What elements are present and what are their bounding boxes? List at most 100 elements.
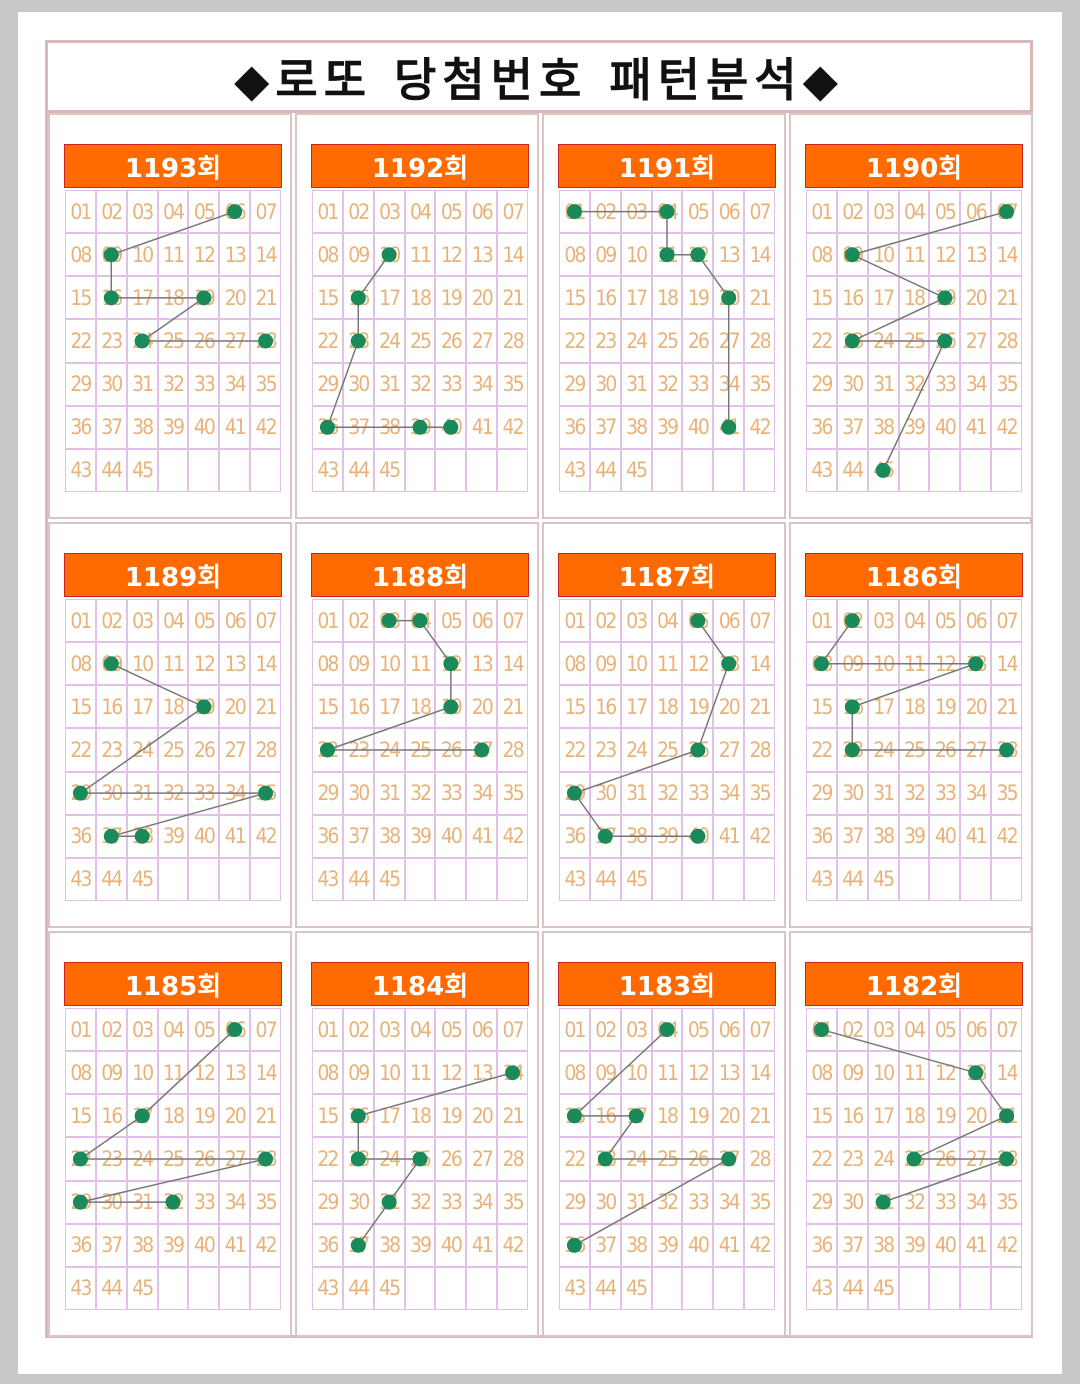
number-cell: 42 xyxy=(497,405,528,449)
winning-number-dot-13 xyxy=(721,656,737,672)
number-cell: 40 xyxy=(188,405,220,449)
number-cell: 14 xyxy=(991,1051,1022,1095)
number-grid: 0102030405060708091011121314151617181920… xyxy=(559,599,775,901)
number-cell: 18 xyxy=(404,1094,436,1138)
number-cell: 17 xyxy=(620,685,652,729)
number-cell: 34 xyxy=(466,771,498,815)
number-cell: 22 xyxy=(559,728,590,772)
number-cell: 33 xyxy=(682,771,714,815)
number-cell xyxy=(219,448,251,492)
number-cell: 12 xyxy=(929,1051,961,1095)
number-cell: 43 xyxy=(312,1266,343,1310)
number-cell: 06 xyxy=(466,190,498,234)
number-cell: 25 xyxy=(651,728,683,772)
number-cell: 12 xyxy=(188,233,220,277)
number-cell xyxy=(250,857,281,901)
winning-number-dot-45 xyxy=(875,462,891,478)
number-cell xyxy=(219,1266,251,1310)
number-cell: 44 xyxy=(95,857,127,901)
number-cell: 08 xyxy=(806,1051,837,1095)
number-cell: 04 xyxy=(157,1008,189,1052)
winning-number-dot-16 xyxy=(350,290,366,306)
number-cell: 40 xyxy=(188,814,220,858)
number-cell: 08 xyxy=(559,233,590,277)
number-cell: 21 xyxy=(991,685,1022,729)
number-cell: 28 xyxy=(744,728,775,772)
winning-number-dot-23 xyxy=(844,742,860,758)
number-cell xyxy=(682,857,714,901)
winning-number-dot-16 xyxy=(103,290,119,306)
winning-number-dot-27 xyxy=(721,1151,737,1167)
number-cell: 32 xyxy=(157,362,189,406)
number-cell: 44 xyxy=(836,1266,868,1310)
winning-number-dot-8 xyxy=(813,656,829,672)
number-cell: 11 xyxy=(651,642,683,686)
number-cell: 42 xyxy=(991,1223,1022,1267)
number-cell: 03 xyxy=(373,1008,405,1052)
number-cell: 10 xyxy=(373,1051,405,1095)
draw-panel: 1188회01020304050607080910111213141516171… xyxy=(295,522,539,928)
number-cell: 42 xyxy=(250,814,281,858)
number-cell: 18 xyxy=(651,685,683,729)
number-cell: 21 xyxy=(497,685,528,729)
pattern-overlay xyxy=(813,613,1015,758)
round-header: 1182회 xyxy=(805,962,1023,1006)
winning-number-dot-35 xyxy=(258,785,274,801)
number-cell: 13 xyxy=(466,642,498,686)
number-cell: 05 xyxy=(929,1008,961,1052)
pattern-line xyxy=(819,620,1007,751)
number-cell: 36 xyxy=(806,405,837,449)
number-cell: 07 xyxy=(744,599,775,643)
number-cell: 10 xyxy=(867,233,899,277)
number-cell: 17 xyxy=(867,276,899,320)
number-cell: 43 xyxy=(65,448,96,492)
number-cell: 15 xyxy=(559,276,590,320)
number-grid: 0102030405060708091011121314151617181920… xyxy=(559,190,775,492)
number-cell: 12 xyxy=(435,233,467,277)
number-cell: 35 xyxy=(991,771,1022,815)
number-cell: 41 xyxy=(960,814,992,858)
number-cell: 30 xyxy=(95,362,127,406)
number-cell: 01 xyxy=(65,190,96,234)
number-cell: 45 xyxy=(620,857,652,901)
number-cell: 20 xyxy=(960,276,992,320)
number-cell xyxy=(744,1266,775,1310)
winning-number-dot-24 xyxy=(134,333,150,349)
winning-number-dot-17 xyxy=(134,1108,150,1124)
number-cell: 07 xyxy=(744,190,775,234)
number-cell: 37 xyxy=(342,814,374,858)
number-cell: 02 xyxy=(589,599,621,643)
number-cell xyxy=(219,857,251,901)
number-cell: 45 xyxy=(126,448,158,492)
pattern-overlay xyxy=(350,1065,521,1253)
number-cell: 15 xyxy=(806,685,837,729)
number-cell xyxy=(497,1266,528,1310)
number-cell: 41 xyxy=(466,1223,498,1267)
winning-number-dot-19 xyxy=(443,699,459,715)
number-cell: 28 xyxy=(250,728,281,772)
draw-panel: 1184회01020304050607080910111213141516171… xyxy=(295,931,539,1337)
number-cell xyxy=(497,857,528,901)
number-cell: 25 xyxy=(651,319,683,363)
number-cell: 06 xyxy=(713,190,745,234)
number-cell: 34 xyxy=(960,362,992,406)
number-cell: 02 xyxy=(342,1008,374,1052)
winning-number-dot-38 xyxy=(134,828,150,844)
number-cell: 08 xyxy=(65,642,96,686)
number-cell: 02 xyxy=(342,599,374,643)
number-cell: 05 xyxy=(929,190,961,234)
number-cell: 14 xyxy=(497,233,528,277)
number-cell: 39 xyxy=(898,814,930,858)
number-cell: 21 xyxy=(744,276,775,320)
number-cell: 34 xyxy=(713,1180,745,1224)
number-cell: 35 xyxy=(497,362,528,406)
number-cell: 28 xyxy=(744,319,775,363)
number-cell: 22 xyxy=(65,319,96,363)
number-cell: 17 xyxy=(126,685,158,729)
number-cell: 30 xyxy=(836,771,868,815)
winning-number-dot-26 xyxy=(690,742,706,758)
winning-number-dot-16 xyxy=(844,699,860,715)
number-cell: 03 xyxy=(620,1008,652,1052)
number-cell: 33 xyxy=(682,362,714,406)
number-cell: 33 xyxy=(435,1180,467,1224)
